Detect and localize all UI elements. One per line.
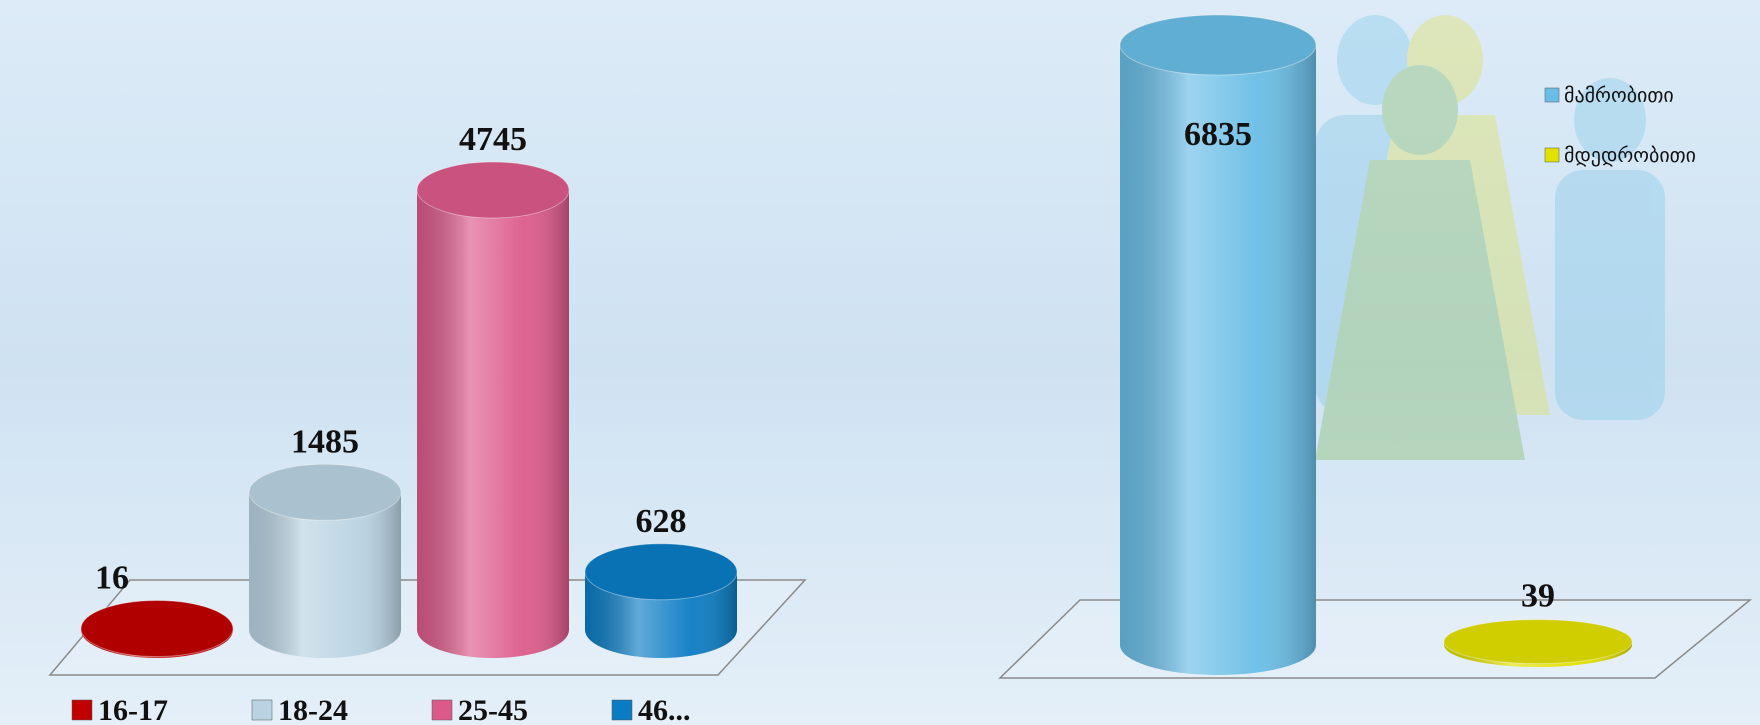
cylinder — [416, 161, 570, 658]
legend-swatch — [611, 699, 633, 721]
legend-label: 18-24 — [278, 694, 348, 725]
cylinder — [1119, 14, 1317, 675]
data-label: 6835 — [1184, 116, 1252, 153]
cylinder — [80, 600, 234, 658]
cylinder-top-shade — [249, 464, 401, 521]
legend-label: 25-45 — [458, 694, 528, 725]
data-label: 1485 — [291, 423, 359, 460]
data-label: 39 — [1521, 578, 1555, 615]
cylinder-shine — [417, 190, 569, 658]
cylinder-top-shade — [1444, 619, 1632, 664]
legend-label: მდედრობითი — [1564, 143, 1696, 167]
cylinder-top — [416, 161, 570, 219]
cylinder-top-shade — [81, 600, 233, 657]
legend-swatch — [431, 699, 453, 721]
people-illustration — [1315, 15, 1665, 460]
cylinder-top-shade — [1120, 15, 1316, 75]
cylinder-top — [80, 600, 234, 658]
cylinder-top-shade — [417, 162, 569, 218]
cylinder-top — [584, 543, 738, 601]
legend-label: მამრობითი — [1564, 83, 1674, 107]
data-label: 4745 — [459, 121, 527, 158]
legend-swatch — [1544, 87, 1560, 103]
cylinder-top-shade — [585, 543, 737, 600]
cylinder-top — [1443, 619, 1633, 665]
legend-swatch — [71, 699, 93, 721]
floor — [998, 599, 1753, 679]
cylinder-top — [1119, 14, 1317, 76]
cylinder-shine — [249, 492, 401, 658]
cylinder — [1443, 619, 1633, 667]
legend-label: 16-17 — [98, 694, 168, 725]
legend-swatch — [1544, 147, 1560, 163]
data-label: 16 — [95, 560, 129, 597]
cylinder-shine — [1120, 45, 1316, 675]
cylinder — [248, 463, 402, 658]
cylinder — [584, 543, 738, 658]
legend-label: 46... — [638, 694, 691, 725]
data-label: 628 — [636, 503, 687, 540]
legend-swatch — [251, 699, 273, 721]
cylinder-top — [248, 463, 402, 521]
